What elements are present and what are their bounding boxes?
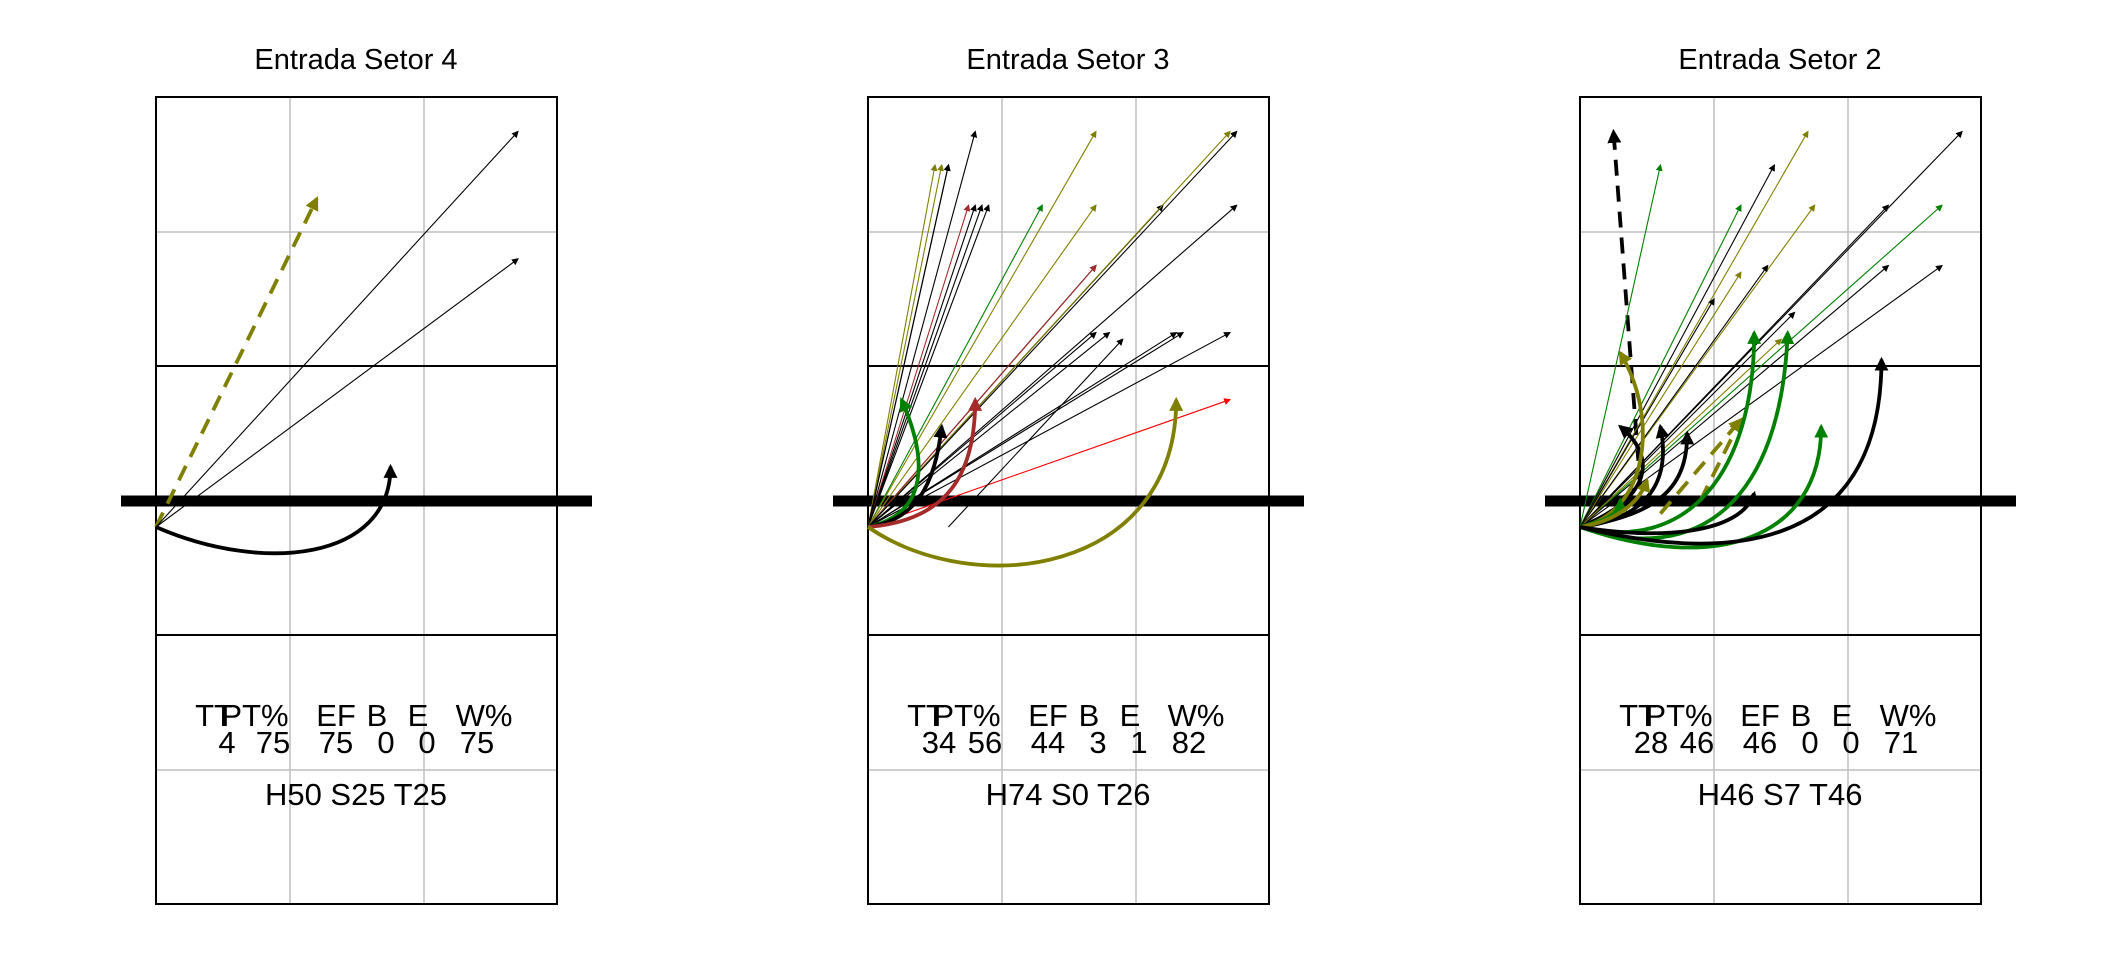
zone-split: H74 S0 T26: [986, 777, 1151, 812]
attack-arrow: [867, 398, 1232, 528]
panel-title: Entrada Setor 3: [966, 44, 1169, 76]
attack-arrow: [155, 258, 519, 528]
panel-setor-3: Entrada Setor 3 TT PT% EF B E W% 34 56 4…: [833, 44, 1304, 905]
attack-arrow: [947, 338, 1124, 528]
attack-arrow: [867, 163, 945, 528]
stat-value-ef: 75: [319, 725, 353, 760]
attack-arrow: [1579, 204, 1742, 528]
attack-arrow: [867, 331, 1097, 528]
attack-arrows: [866, 130, 1238, 568]
stat-value-e: 1: [1130, 725, 1147, 760]
stat-header-e: E: [1832, 698, 1853, 733]
stat-header-ef: EF: [316, 698, 356, 733]
panel-title: Entrada Setor 4: [254, 44, 457, 76]
attack-arrow: [1579, 264, 1769, 528]
stat-value-tt: 4: [218, 725, 235, 760]
stat-header-ef: EF: [1028, 698, 1068, 733]
stat-header-w: W%: [1168, 698, 1225, 733]
zone-split: H46 S7 T46: [1698, 777, 1863, 812]
panel-setor-4: Entrada Setor 4 TT PT% EF B E W% 4 75 75…: [121, 44, 592, 905]
panel-title: Entrada Setor 2: [1678, 44, 1881, 76]
stat-header-e: E: [1120, 698, 1141, 733]
attack-arrow: [1579, 423, 1829, 550]
stat-value-w: 75: [460, 725, 494, 760]
attack-arrow: [1579, 163, 1663, 528]
stat-value-tt: 28: [1634, 725, 1668, 760]
zone-split: H50 S25 T25: [265, 777, 447, 812]
stat-header-tt: TT: [195, 698, 233, 733]
attack-arrow: [866, 396, 1184, 568]
stat-header-e: E: [408, 698, 429, 733]
attack-arrow: [155, 463, 398, 556]
attack-arrow: [1658, 417, 1743, 515]
stat-value-b: 3: [1089, 725, 1106, 760]
stat-header-pt: PT%: [221, 698, 288, 733]
attack-arrow: [867, 130, 1097, 528]
attack-arrow: [1579, 163, 1775, 528]
stat-header-b: B: [367, 698, 388, 733]
attack-arrow: [1579, 130, 1809, 528]
attack-arrow: [867, 130, 978, 528]
attack-arrow: [155, 130, 519, 528]
attack-arrow: [1579, 477, 1651, 529]
court: [121, 96, 592, 905]
stats-table: TT PT% EF B E W% 28 46 46 0 0 71: [1619, 698, 1936, 760]
attack-arrow: [867, 130, 1231, 528]
attack-arrow: [1579, 356, 1889, 546]
stat-value-pt: 46: [1680, 725, 1714, 760]
stat-header-pt: PT%: [933, 698, 1000, 733]
stat-value-b: 0: [1801, 725, 1818, 760]
attack-arrow: [154, 196, 319, 528]
stat-header-tt: TT: [907, 698, 945, 733]
attack-arrows: [1579, 128, 1963, 550]
stat-header-ef: EF: [1740, 698, 1780, 733]
attack-arrow: [867, 332, 1232, 528]
stat-value-tt: 34: [922, 725, 956, 760]
attack-arrow: [867, 130, 1238, 528]
stat-value-ef: 46: [1743, 725, 1777, 760]
attack-arrow: [1579, 490, 1758, 536]
stat-value-ef: 44: [1031, 725, 1065, 760]
stat-header-b: B: [1079, 698, 1100, 733]
attack-arrow: [867, 204, 1097, 528]
attack-arrow: [867, 204, 984, 528]
stats-table: TT PT% EF B E W% 4 75 75 0 0 75: [195, 698, 512, 760]
stat-value-w: 71: [1884, 725, 1918, 760]
attack-arrow: [1579, 297, 1715, 528]
attack-arrow: [867, 163, 951, 528]
attack-arrow: [867, 396, 983, 529]
attack-arrow: [867, 204, 990, 528]
attack-arrows: [154, 130, 519, 556]
attack-arrow: [867, 331, 1111, 528]
stat-value-e: 0: [1842, 725, 1859, 760]
attack-arrow: [867, 204, 1043, 528]
stats-table: TT PT% EF B E W% 34 56 44 3 1 82: [907, 698, 1224, 760]
attack-arrow: [1698, 417, 1743, 502]
stat-header-w: W%: [1880, 698, 1937, 733]
stat-value-b: 0: [377, 725, 394, 760]
attack-arrow: [867, 204, 1238, 528]
attack-arrow: [867, 204, 977, 528]
stat-header-tt: TT: [1619, 698, 1657, 733]
attack-arrow: [867, 204, 971, 528]
attack-arrow: [1579, 271, 1742, 528]
attack-arrow: [1607, 128, 1643, 487]
stat-header-pt: PT%: [1645, 698, 1712, 733]
stat-value-pt: 75: [256, 725, 290, 760]
panel-setor-2: Entrada Setor 2 TT PT% EF B E W% 28 46 4…: [1545, 44, 2016, 905]
stat-header-b: B: [1791, 698, 1812, 733]
attack-arrow: [1579, 311, 1796, 528]
attack-arrow: [867, 264, 1097, 528]
stat-value-e: 0: [418, 725, 435, 760]
stat-value-w: 82: [1172, 725, 1206, 760]
attack-arrow: [867, 163, 938, 528]
stat-header-w: W%: [456, 698, 513, 733]
stat-value-pt: 56: [968, 725, 1002, 760]
